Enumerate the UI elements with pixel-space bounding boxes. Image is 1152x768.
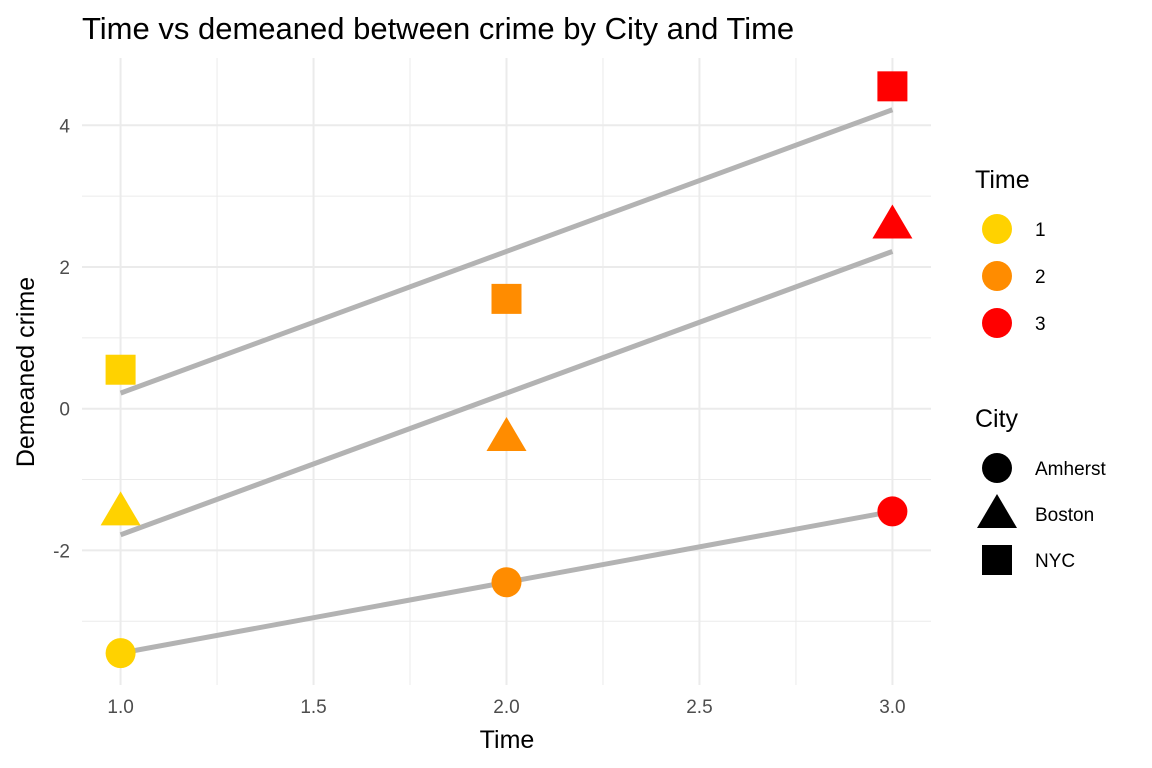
x-tick-label: 3.0	[879, 697, 905, 718]
legend-city-label: Amherst	[1035, 459, 1106, 480]
point-amherst-time-2	[491, 567, 522, 598]
y-axis-title: Demeaned crime	[12, 277, 40, 467]
grid	[82, 58, 931, 685]
point-amherst-time-1	[105, 638, 136, 669]
point-amherst-time-3	[877, 496, 908, 527]
trend-line-boston	[119, 249, 894, 538]
point-boston-time-2	[486, 417, 527, 452]
y-tick-label: -2	[53, 541, 70, 562]
legend-city-key	[982, 453, 1012, 483]
legend-city-title: City	[975, 405, 1019, 433]
legend-city-label: NYC	[1035, 551, 1075, 572]
point-nyc-time-2	[491, 283, 522, 314]
legend-time-label: 1	[1035, 220, 1046, 241]
x-axis-title: Time	[480, 726, 535, 754]
point-boston-time-1	[100, 491, 141, 526]
point-nyc-time-1	[105, 354, 136, 385]
x-tick-label: 2.5	[686, 697, 712, 718]
x-tick-label: 1.0	[107, 697, 133, 718]
x-tick-label: 1.5	[300, 697, 326, 718]
legend-time: Time 1 2 3	[975, 166, 1046, 338]
legend-city-key	[982, 545, 1012, 575]
y-tick-label: 4	[59, 116, 70, 137]
legend-city: City Amherst Boston NYC	[975, 405, 1106, 575]
data-points	[100, 71, 913, 669]
point-boston-time-3	[872, 204, 913, 239]
x-axis-ticks: 1.0 1.5 2.0 2.5 3.0	[107, 697, 905, 718]
point-nyc-time-3	[877, 71, 908, 102]
y-tick-label: 0	[59, 400, 70, 421]
legend-time-key	[982, 214, 1012, 244]
chart-title: Time vs demeaned between crime by City a…	[82, 11, 794, 46]
legend-time-label: 2	[1035, 267, 1046, 288]
x-tick-label: 2.0	[493, 697, 519, 718]
y-tick-label: 2	[59, 258, 70, 279]
legend-time-label: 3	[1035, 314, 1046, 335]
legend-city-key	[977, 494, 1017, 528]
legend-city-label: Boston	[1035, 505, 1094, 526]
legend-time-title: Time	[975, 166, 1030, 194]
y-axis-ticks: -2 0 2 4	[53, 116, 70, 562]
trend-line-nyc	[119, 107, 894, 396]
legend-time-key	[982, 308, 1012, 338]
legend-time-key	[982, 261, 1012, 291]
